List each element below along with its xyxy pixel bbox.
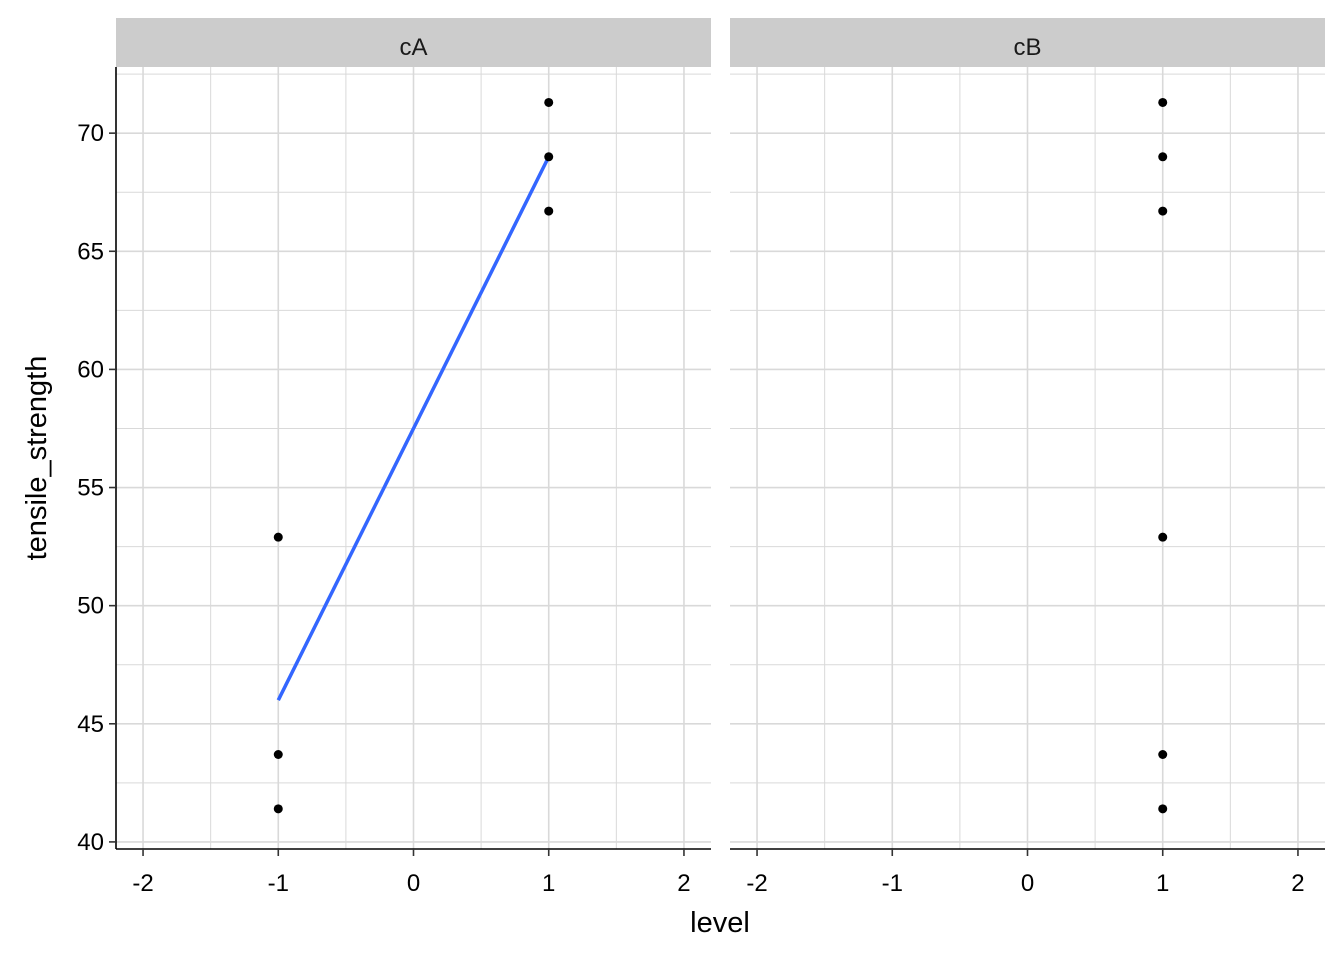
x-tick-label: 2 <box>677 870 690 897</box>
x-tick-label: 0 <box>1021 870 1034 897</box>
x-tick-label: 0 <box>407 870 420 897</box>
y-tick-label: 65 <box>77 238 104 265</box>
data-point <box>273 804 283 814</box>
x-tick-label: 1 <box>1156 870 1169 897</box>
x-tick-label: -1 <box>268 870 289 897</box>
data-point <box>1158 749 1168 759</box>
y-tick-label: 50 <box>77 593 104 620</box>
x-axis-title: level <box>690 907 750 939</box>
x-tick-label: 2 <box>1291 870 1304 897</box>
facet-strip <box>116 18 711 67</box>
y-axis-title: tensile_strength <box>21 356 53 561</box>
facet-strip-label: cB <box>1013 34 1041 61</box>
data-point <box>544 152 554 162</box>
data-point <box>544 206 554 216</box>
fit-line <box>276 155 551 701</box>
y-tick-label: 40 <box>77 829 104 856</box>
data-point <box>1158 206 1168 216</box>
x-tick-label: -2 <box>746 870 767 897</box>
y-tick-label: 55 <box>77 475 104 502</box>
data-point <box>1158 97 1168 107</box>
y-tick-label: 70 <box>77 120 104 147</box>
x-tick-label: -2 <box>132 870 153 897</box>
facet-strip-label: cA <box>399 34 427 61</box>
data-point <box>1158 532 1168 542</box>
data-point <box>1158 804 1168 814</box>
data-point <box>544 97 554 107</box>
y-tick-label: 60 <box>77 356 104 383</box>
data-point <box>273 749 283 759</box>
x-tick-label: -1 <box>882 870 903 897</box>
facet-strip <box>730 18 1325 67</box>
data-point <box>273 532 283 542</box>
y-tick-label: 45 <box>77 711 104 738</box>
x-tick-label: 1 <box>542 870 555 897</box>
data-point <box>1158 152 1168 162</box>
